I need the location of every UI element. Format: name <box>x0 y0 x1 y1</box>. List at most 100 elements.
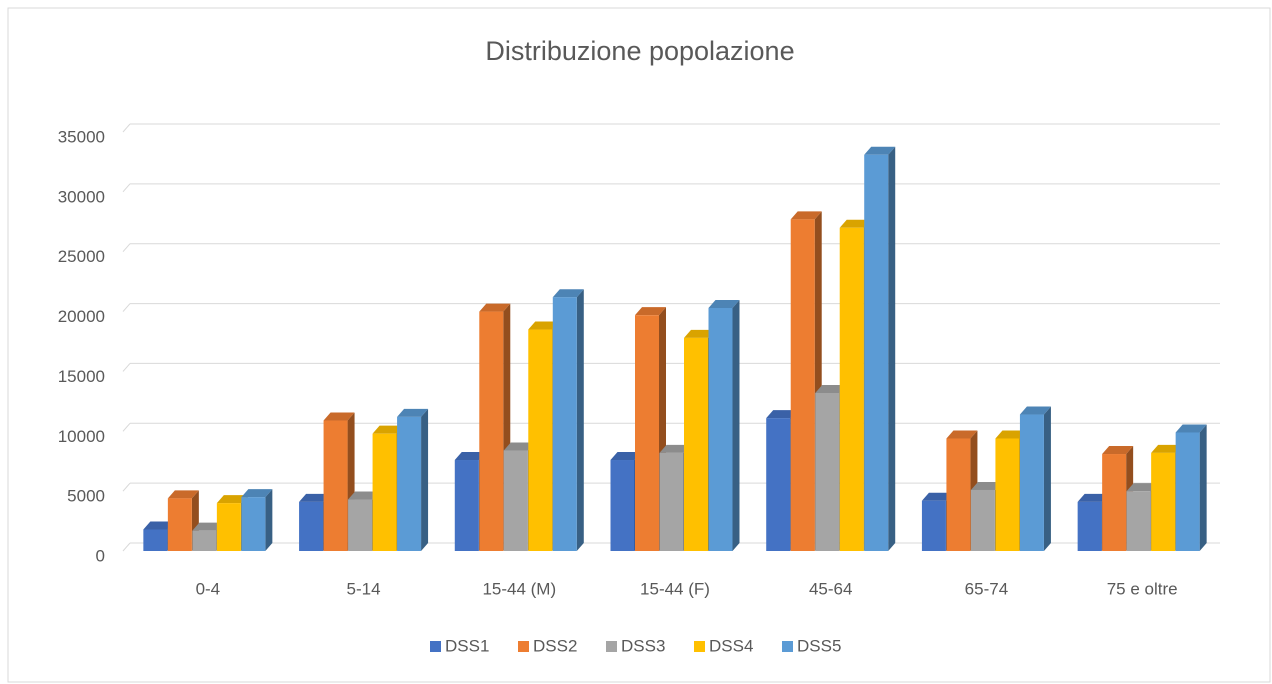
x-tick-label: 65-74 <box>965 579 1008 598</box>
legend-label: DSS5 <box>797 636 841 655</box>
bar-top <box>192 522 224 531</box>
bar-side <box>265 489 273 551</box>
x-tick-label: 75 e oltre <box>1107 579 1178 598</box>
bar <box>552 297 577 551</box>
bar-side <box>732 299 740 551</box>
bar-side <box>576 289 584 551</box>
bar-top <box>610 452 642 461</box>
bar-top <box>454 452 486 461</box>
bar <box>970 489 995 551</box>
bar-side <box>1043 406 1051 551</box>
bar <box>684 337 708 551</box>
bar-side <box>1199 424 1207 551</box>
bar <box>1077 501 1102 551</box>
bar <box>299 501 324 551</box>
bar-top <box>790 211 822 220</box>
bar-top <box>946 430 978 439</box>
bar <box>610 460 635 551</box>
bar <box>348 499 373 551</box>
y-tick-label: 20000 <box>58 307 105 326</box>
grid-line <box>122 482 131 492</box>
bar <box>241 497 266 551</box>
grid-line <box>122 303 131 312</box>
bar-top <box>1019 406 1051 415</box>
bar <box>1151 452 1176 551</box>
bar-top <box>323 412 355 421</box>
bar-top <box>708 299 740 308</box>
bar-top <box>503 442 535 451</box>
bar-top <box>552 289 584 298</box>
bar <box>864 154 889 551</box>
bar-side <box>421 408 429 551</box>
bar <box>921 500 946 551</box>
x-tick-label: 15-44 (M) <box>482 579 556 598</box>
bar-top <box>1175 424 1207 433</box>
x-tick-label: 0-4 <box>196 579 221 598</box>
bar-top <box>241 489 273 498</box>
bar <box>143 529 168 551</box>
legend-label: DSS2 <box>533 636 577 655</box>
y-tick-label: 10000 <box>58 427 105 446</box>
bar <box>192 530 217 551</box>
bar-top <box>479 303 511 312</box>
grid-line <box>122 183 131 193</box>
legend-label: DSS3 <box>621 636 665 655</box>
y-tick-label: 25000 <box>58 247 105 266</box>
grid-line <box>122 243 131 253</box>
bar-top <box>864 146 896 155</box>
bar-top <box>528 321 560 330</box>
bar <box>397 416 422 551</box>
bar-top <box>1077 493 1109 502</box>
bar <box>528 329 553 551</box>
bar-top <box>167 490 199 499</box>
bar <box>479 311 504 551</box>
legend-swatch <box>518 641 529 652</box>
bar-top <box>299 493 331 502</box>
bar <box>503 450 528 551</box>
bar-top <box>635 307 666 316</box>
legend-label: DSS1 <box>445 636 489 655</box>
bar <box>946 438 971 551</box>
bar-top <box>143 521 175 530</box>
legend-swatch <box>606 641 617 652</box>
legend-label: DSS4 <box>709 636 753 655</box>
bar <box>635 315 659 551</box>
y-tick-label: 35000 <box>58 127 105 146</box>
bar-top <box>216 495 248 504</box>
legend-swatch <box>782 641 793 652</box>
bar <box>995 438 1020 551</box>
bar <box>454 460 479 551</box>
bar <box>323 420 348 551</box>
bar-top <box>1151 444 1183 453</box>
bar-top <box>1126 483 1158 492</box>
bar <box>1019 414 1044 551</box>
bar <box>1102 454 1127 551</box>
bar <box>1175 432 1200 551</box>
x-tick-label: 5-14 <box>347 579 381 598</box>
bar-top <box>815 384 847 393</box>
bar <box>167 498 192 551</box>
bar-top <box>659 444 691 453</box>
bar-top <box>684 329 715 338</box>
y-tick-label: 0 <box>96 546 105 565</box>
chart-title: Distribuzione popolazione <box>485 36 794 66</box>
bar <box>790 219 815 552</box>
grid-line <box>122 542 131 552</box>
bar-top <box>995 430 1027 439</box>
bar-top <box>372 425 404 434</box>
bar-top <box>921 492 953 501</box>
y-tick-label: 15000 <box>58 367 105 386</box>
grid-line <box>122 123 131 133</box>
bar <box>839 227 864 551</box>
bar <box>1126 491 1151 551</box>
legend-swatch <box>430 641 441 652</box>
bar-top <box>766 410 798 419</box>
grid-line <box>122 422 131 432</box>
bar <box>372 433 397 551</box>
bar <box>216 503 241 551</box>
y-tick-label: 5000 <box>67 487 105 506</box>
y-tick-label: 30000 <box>58 187 105 206</box>
bar-top <box>1102 446 1134 455</box>
